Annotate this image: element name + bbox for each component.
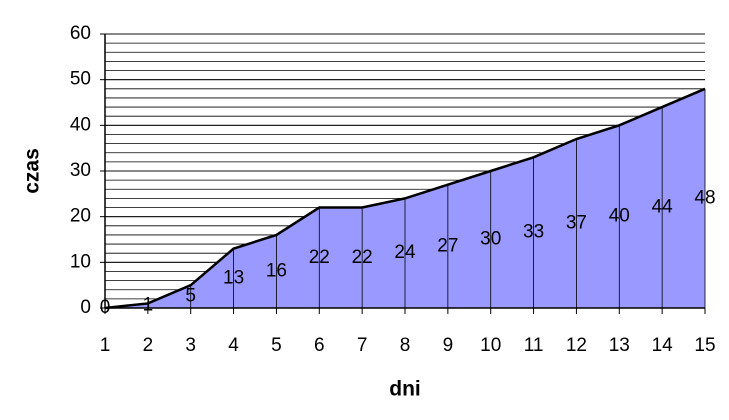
x-tick-label: 6	[314, 335, 325, 356]
x-tick-label: 5	[271, 335, 282, 356]
y-tick-label: 60	[70, 23, 91, 44]
y-tick-label: 30	[70, 160, 91, 181]
y-tick-label: 40	[70, 114, 91, 135]
data-label: 22	[352, 247, 373, 268]
x-tick-label: 12	[566, 335, 587, 356]
data-label: 22	[309, 247, 330, 268]
y-tick-label: 50	[70, 69, 91, 90]
x-tick-label: 14	[652, 335, 674, 356]
data-label: 37	[566, 213, 587, 234]
data-label: 48	[694, 187, 715, 208]
data-label: 27	[437, 235, 458, 256]
data-label: 44	[652, 197, 674, 218]
y-tick-label: 10	[70, 251, 91, 272]
x-tick-label: 8	[400, 335, 411, 356]
data-label: 40	[609, 206, 630, 227]
x-axis-title: dni	[389, 378, 421, 401]
x-tick-label: 11	[524, 335, 544, 356]
data-label: 1	[143, 295, 154, 316]
x-tick-label: 15	[694, 335, 715, 356]
data-label: 33	[523, 222, 544, 243]
data-label: 30	[480, 229, 501, 250]
data-label: 24	[394, 242, 416, 263]
y-tick-label: 0	[80, 297, 91, 318]
x-tick-label: 7	[357, 335, 368, 356]
x-tick-label: 13	[609, 335, 630, 356]
data-label: 16	[266, 260, 287, 281]
x-tick-label: 3	[185, 335, 196, 356]
data-label: 13	[223, 267, 244, 288]
x-tick-label: 1	[100, 335, 111, 356]
y-tick-label: 20	[70, 206, 91, 227]
x-tick-label: 2	[143, 335, 154, 356]
x-tick-label: 4	[228, 335, 239, 356]
x-tick-label: 9	[443, 335, 454, 356]
data-label: 5	[185, 286, 196, 307]
x-tick-label: 10	[480, 335, 501, 356]
y-axis-title: czas	[21, 148, 44, 194]
